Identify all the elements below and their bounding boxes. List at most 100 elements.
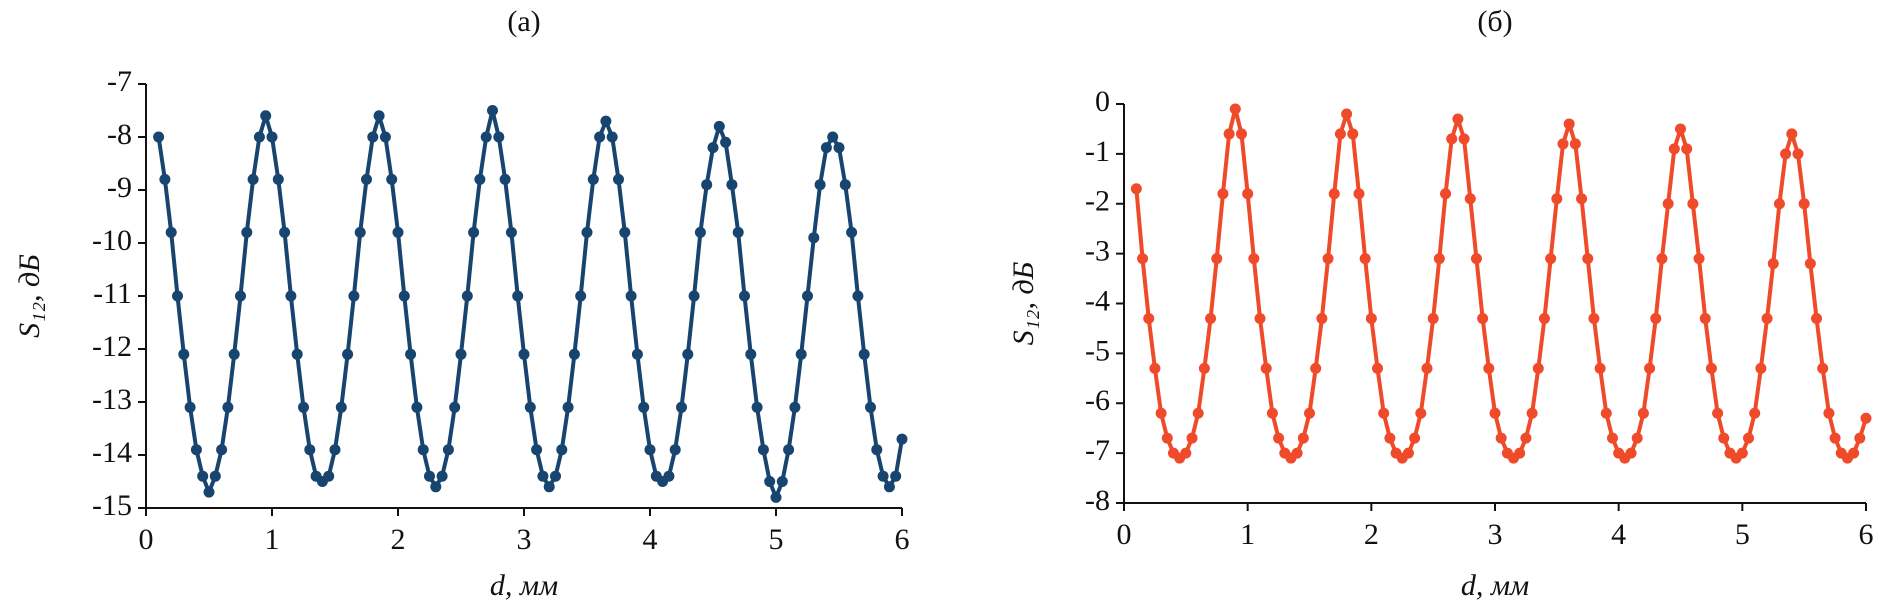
data-point (682, 348, 694, 360)
data-point (392, 226, 404, 238)
data-point (1489, 407, 1501, 419)
data-point (1569, 138, 1581, 150)
data-point (405, 348, 417, 360)
x-tick-label: 0 (1117, 518, 1132, 551)
data-point (228, 348, 240, 360)
data-point (1421, 362, 1433, 374)
data-point (1532, 362, 1544, 374)
data-point (1625, 447, 1637, 459)
data-point (1427, 312, 1439, 324)
data-point (795, 348, 807, 360)
data-point (203, 486, 215, 498)
data-point (1149, 362, 1161, 374)
panel-title: (б) (1477, 5, 1512, 38)
data-point (669, 444, 681, 456)
data-point (1780, 148, 1792, 160)
data-point (442, 444, 454, 456)
y-tick-label: -8 (1085, 484, 1110, 517)
data-point (694, 226, 706, 238)
y-tick-label: -14 (92, 436, 132, 469)
x-tick-label: 5 (1735, 518, 1750, 551)
data-point (1446, 133, 1458, 145)
data-point (361, 173, 372, 185)
data-point (1773, 198, 1785, 210)
data-point (1483, 362, 1495, 374)
data-point (562, 401, 574, 413)
data-point (159, 173, 171, 185)
data-point (1304, 407, 1315, 419)
data-point (568, 348, 580, 360)
x-tick-label: 3 (1488, 518, 1503, 551)
data-point (1464, 193, 1476, 205)
data-point (531, 444, 543, 456)
data-point (436, 470, 448, 482)
data-point (304, 444, 316, 456)
data-point (701, 179, 713, 191)
data-point (1712, 407, 1724, 419)
data-point (178, 348, 190, 360)
data-point (1563, 118, 1575, 130)
data-point (550, 470, 561, 482)
data-point (543, 481, 555, 493)
data-point (153, 131, 165, 143)
data-point (1347, 128, 1359, 140)
y-tick-label: -12 (92, 330, 132, 363)
y-tick-label: -13 (92, 383, 132, 416)
data-point (411, 401, 423, 413)
data-point (720, 136, 732, 148)
y-tick-label: -7 (1085, 434, 1110, 467)
data-point (581, 226, 593, 238)
data-point (342, 348, 354, 360)
data-point (726, 179, 738, 191)
data-point (379, 131, 391, 143)
data-point (1130, 183, 1142, 195)
data-point (625, 290, 637, 302)
data-point (1211, 253, 1223, 265)
y-tick-label: -11 (93, 277, 132, 310)
y-tick-label: -1 (1085, 135, 1110, 168)
data-point (222, 401, 234, 413)
data-point (499, 173, 511, 185)
data-point (1718, 432, 1730, 444)
x-axis-label: d, мм (1461, 569, 1529, 602)
y-tick-label: 0 (1095, 85, 1110, 118)
data-point (367, 131, 379, 143)
data-point (820, 142, 832, 154)
data-point (776, 476, 788, 487)
data-point (197, 470, 209, 482)
data-point (1551, 193, 1563, 205)
data-point (524, 401, 536, 413)
data-point (1359, 253, 1371, 265)
data-point (1495, 432, 1507, 444)
data-point (1637, 407, 1649, 419)
data-point (631, 348, 643, 360)
data-point (1804, 258, 1816, 270)
data-point (613, 173, 624, 185)
data-point (329, 444, 341, 456)
data-point (865, 401, 876, 413)
data-point (1186, 432, 1198, 444)
data-point (430, 481, 442, 493)
data-point (883, 481, 895, 493)
data-point (619, 226, 631, 238)
data-point (1384, 432, 1396, 444)
y-tick-label: -10 (92, 224, 132, 257)
x-axis-label: d, мм (490, 569, 558, 602)
data-point (1606, 432, 1618, 444)
data-point (1823, 407, 1835, 419)
data-point (1681, 143, 1693, 155)
data-point (890, 470, 902, 482)
data-point (291, 348, 303, 360)
data-point (1755, 362, 1767, 374)
data-point (1860, 412, 1872, 424)
data-point (1798, 198, 1810, 210)
data-point (1372, 362, 1384, 374)
data-point (1631, 432, 1643, 444)
data-point (676, 401, 687, 413)
data-point (644, 444, 656, 456)
series-line (156, 108, 904, 500)
data-point (833, 142, 845, 154)
x-tick-label: 4 (643, 523, 658, 556)
y-tick-label: -9 (107, 171, 132, 204)
